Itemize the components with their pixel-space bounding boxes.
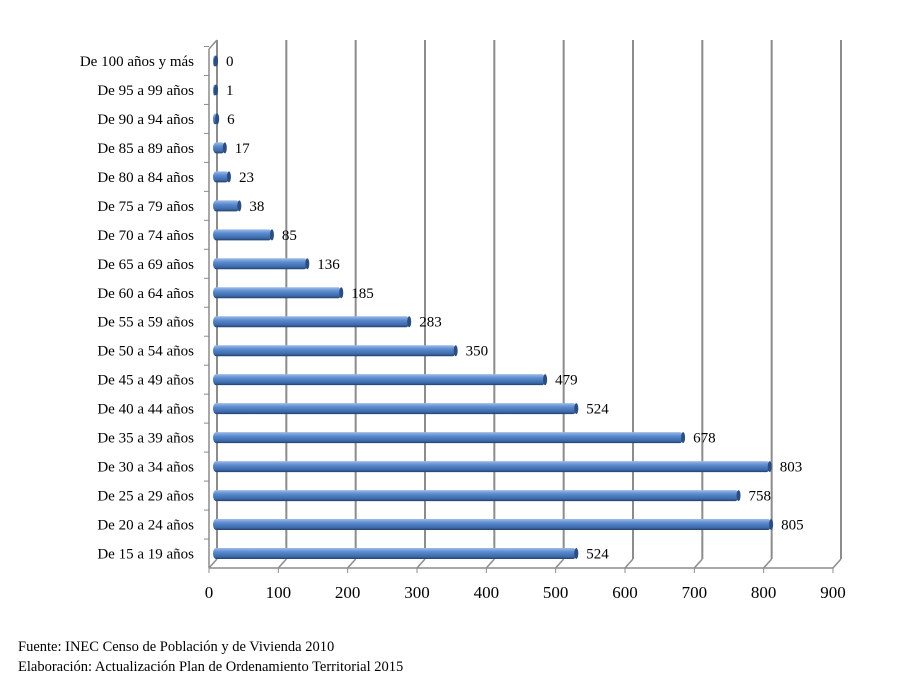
y-category-label: De 75 a 79 años — [97, 199, 194, 215]
y-category-label: De 35 a 39 años — [97, 431, 194, 447]
bar — [213, 171, 229, 183]
bar — [213, 519, 772, 531]
floor-gridline — [416, 558, 426, 569]
y-category-label: De 55 a 59 años — [97, 315, 194, 331]
bar-end-cap — [222, 142, 227, 154]
bar — [213, 403, 577, 415]
bar — [213, 200, 240, 212]
bar — [213, 461, 770, 473]
bar-end-cap — [453, 345, 458, 357]
floor-gridline — [693, 558, 703, 569]
data-label: 38 — [249, 199, 264, 215]
bar — [213, 345, 456, 357]
bar-end-cap — [543, 374, 548, 386]
data-label: 85 — [282, 228, 297, 244]
data-label: 524 — [586, 402, 609, 418]
x-tick-label: 400 — [474, 583, 500, 602]
data-label: 678 — [693, 431, 716, 447]
floor-gridline — [763, 558, 773, 569]
data-label: 23 — [239, 170, 254, 186]
data-label: 185 — [351, 286, 374, 302]
data-label: 524 — [586, 547, 609, 563]
y-category-label: De 50 a 54 años — [97, 344, 194, 360]
bar — [213, 142, 225, 154]
data-label: 17 — [235, 141, 251, 157]
bar — [213, 374, 546, 386]
y-axis-top — [208, 39, 218, 50]
x-tick-label: 500 — [543, 583, 569, 602]
y-category-label: De 40 a 44 años — [97, 402, 194, 418]
data-label: 0 — [226, 54, 234, 70]
y-category-label: De 20 a 24 años — [97, 518, 194, 534]
floor-gridline — [555, 558, 565, 569]
x-tick-label: 900 — [820, 583, 846, 602]
floor-gridline — [277, 558, 287, 569]
bar-end-cap — [226, 171, 231, 183]
bar-chart: 0 100 200 300 400 500 600 700 800 900 De 100 años … — [80, 39, 846, 602]
data-label: 136 — [317, 257, 340, 273]
bar-end-cap — [407, 316, 412, 328]
x-tick-label: 0 — [205, 583, 214, 602]
y-category-label: De 60 a 64 años — [97, 286, 194, 302]
bar — [213, 548, 577, 560]
bar — [213, 258, 308, 270]
data-label: 758 — [749, 489, 772, 505]
bar-end-cap — [574, 548, 579, 560]
data-label: 350 — [466, 344, 489, 360]
bar — [213, 316, 410, 328]
y-category-label: De 80 a 84 años — [97, 170, 194, 186]
bar-end-cap — [736, 490, 741, 502]
y-category-label: De 30 a 34 años — [97, 460, 194, 476]
y-category-label: De 100 años y más — [80, 54, 194, 70]
data-label: 1 — [226, 83, 234, 99]
bar-end-cap — [305, 258, 310, 270]
bar — [213, 287, 342, 299]
y-category-label: De 90 a 94 años — [97, 112, 194, 128]
data-label: 479 — [555, 373, 578, 389]
floor-gridline — [485, 558, 495, 569]
x-tick-label: 200 — [335, 583, 361, 602]
data-label: 803 — [780, 460, 803, 476]
floor-gridline — [208, 558, 218, 569]
y-category-label: De 65 a 69 años — [97, 257, 194, 273]
bar — [213, 229, 272, 241]
y-category-label: De 15 a 19 años — [97, 547, 194, 563]
bar-end-cap — [215, 113, 220, 125]
x-tick-label: 100 — [266, 583, 292, 602]
bar-end-cap — [681, 432, 686, 444]
source-note: Fuente: INEC Censo de Población y de Viv… — [18, 639, 335, 655]
bar-end-cap — [767, 461, 772, 473]
x-tick-label: 600 — [612, 583, 638, 602]
x-tick-label: 700 — [682, 583, 708, 602]
data-label: 6 — [227, 112, 235, 128]
bar-end-cap — [339, 287, 344, 299]
y-category-label: De 25 a 29 años — [97, 489, 194, 505]
x-tick-label: 800 — [751, 583, 777, 602]
y-category-label: De 70 a 74 años — [97, 228, 194, 244]
bar-end-cap — [769, 519, 774, 531]
bar-end-cap — [237, 200, 242, 212]
x-tick-label: 300 — [404, 583, 430, 602]
bar-end-cap — [214, 55, 218, 67]
bar-end-cap — [574, 403, 579, 415]
floor-gridline — [832, 558, 842, 569]
y-category-label: De 85 a 89 años — [97, 141, 194, 157]
y-category-label: De 45 a 49 años — [97, 373, 194, 389]
data-label: 283 — [419, 315, 442, 331]
bar — [213, 432, 684, 444]
bar — [213, 490, 739, 502]
y-category-label: De 95 a 99 años — [97, 83, 194, 99]
bar-end-cap — [269, 229, 274, 241]
elaboration-note: Elaboración: Actualización Plan de Orden… — [18, 659, 404, 675]
floor-gridline — [624, 558, 634, 569]
bar-end-cap — [214, 84, 218, 96]
floor-gridline — [347, 558, 357, 569]
data-label: 805 — [781, 518, 804, 534]
